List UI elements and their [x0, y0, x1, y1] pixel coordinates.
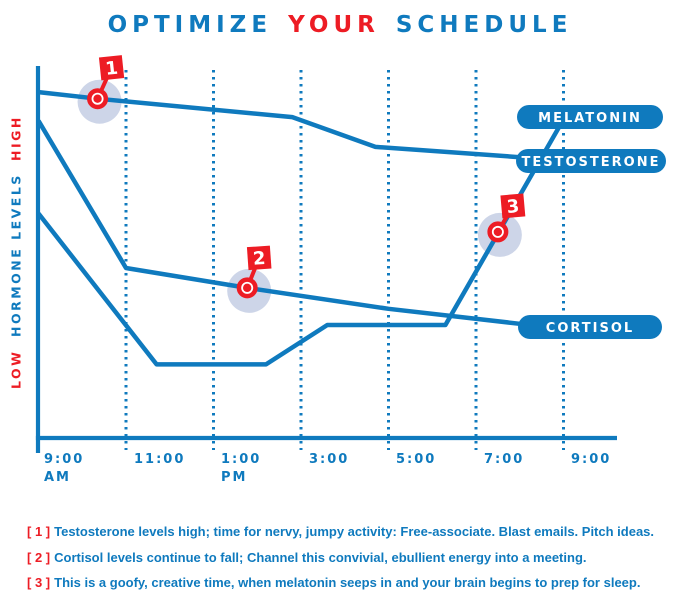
testosterone-label-pill: TESTOSTERONE [516, 149, 666, 173]
marker-2-flag-square [246, 245, 272, 271]
series-label-pills: MELATONIN TESTOSTERONE CORTISOL [516, 105, 666, 339]
testosterone-line [38, 89, 520, 160]
annotation-3-text: This is a goofy, creative time, when mel… [54, 575, 641, 590]
annotation-1-text: Testosterone levels high; time for nervy… [54, 524, 655, 539]
annotation-list: [ 1 ] Testosterone levels high; time for … [27, 524, 657, 601]
annotation-3: [ 3 ] This is a goofy, creative time, whe… [27, 575, 657, 592]
annotation-2: [ 2 ] Cortisol levels continue to fall; C… [27, 550, 657, 567]
marker-1-flag-number: 1 [104, 58, 119, 80]
testosterone-pill-shape [516, 149, 666, 173]
axes [35, 66, 617, 453]
marker-2: 2 [236, 245, 272, 299]
cortisol-pill-shape [518, 315, 662, 339]
x-tick-11am: 11:00 [134, 452, 186, 467]
title-word-your: YOUR [288, 12, 380, 38]
annotation-2-number: [ 2 ] [27, 549, 51, 565]
testosterone-pill-text: TESTOSTERONE [522, 155, 661, 170]
marker-1-target-dot [93, 94, 102, 103]
marker-2-flag-number: 2 [252, 248, 266, 270]
marker-3-flag-number: 3 [506, 196, 520, 218]
title-word-schedule: SCHEDULE [395, 12, 573, 38]
melatonin-pill-shape [517, 105, 663, 129]
marker-2-target-dot [242, 283, 252, 293]
page-title: OPTIMIZE YOUR SCHEDULE [0, 10, 680, 40]
x-tick-9am: 9:00 AM [44, 452, 85, 485]
annotation-3-number: [ 3 ] [27, 575, 51, 590]
marker-2-flag: 2 [246, 245, 272, 271]
melatonin-label-pill: MELATONIN [517, 105, 663, 129]
annotation-2-text: Cortisol levels continue to fall; Channe… [54, 549, 587, 565]
x-tick-7pm: 7:00 [484, 452, 525, 467]
marker-1-flag: 1 [98, 55, 125, 81]
title-word-optimize: OPTIMIZE [107, 12, 273, 38]
annotation-1: [ 1 ] Testosterone levels high; time for … [27, 524, 657, 541]
marker-1: 1 [87, 55, 125, 110]
melatonin-line [36, 125, 562, 367]
gridlines [124, 70, 565, 450]
melatonin-pill-text: MELATONIN [538, 111, 642, 126]
marker-3: 3 [487, 193, 526, 243]
x-tick-5pm: 5:00 [396, 452, 437, 467]
annotation-1-number: [ 1 ] [27, 524, 51, 539]
cortisol-label-pill: CORTISOL [518, 315, 662, 339]
marker-1-flag-square [98, 55, 125, 81]
x-tick-1pm: 1:00 PM [221, 452, 262, 485]
numbered-markers: 1 2 3 [87, 55, 526, 299]
marker-3-target-dot [493, 227, 503, 237]
marker-3-flag-square [500, 193, 526, 219]
marker-3-flag: 3 [500, 193, 526, 219]
x-tick-3pm: 3:00 [309, 452, 350, 467]
x-tick-9pm: 9:00 [571, 452, 612, 467]
cortisol-pill-text: CORTISOL [546, 321, 634, 336]
